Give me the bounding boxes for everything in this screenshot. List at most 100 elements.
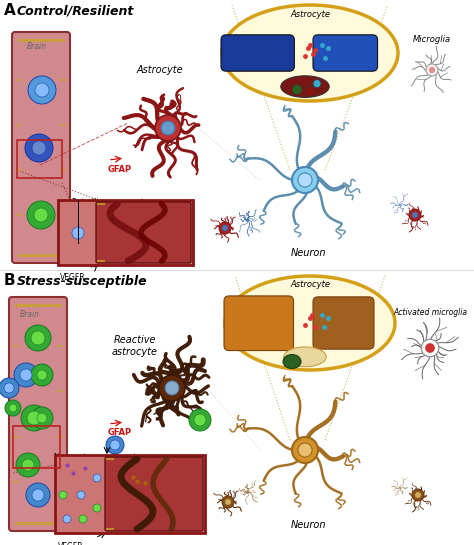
Circle shape — [292, 167, 318, 193]
Ellipse shape — [281, 76, 329, 98]
Circle shape — [31, 364, 53, 386]
Circle shape — [25, 134, 53, 162]
FancyBboxPatch shape — [58, 200, 193, 265]
Circle shape — [412, 489, 424, 501]
Circle shape — [72, 227, 84, 239]
Text: A: A — [4, 3, 16, 18]
Circle shape — [4, 383, 14, 393]
Circle shape — [9, 404, 17, 412]
Circle shape — [409, 209, 421, 221]
Circle shape — [73, 487, 89, 503]
FancyBboxPatch shape — [12, 32, 70, 263]
Circle shape — [298, 443, 312, 457]
Circle shape — [175, 513, 185, 523]
Circle shape — [32, 141, 46, 155]
Circle shape — [313, 80, 321, 88]
Circle shape — [292, 438, 318, 463]
Circle shape — [31, 331, 45, 345]
Ellipse shape — [225, 276, 395, 370]
Circle shape — [298, 443, 312, 457]
Circle shape — [222, 496, 234, 508]
Text: Microglia: Microglia — [413, 35, 451, 44]
Bar — [13, 426, 60, 468]
Circle shape — [59, 511, 75, 527]
Circle shape — [426, 64, 438, 76]
Circle shape — [159, 375, 185, 401]
Text: VEGFR: VEGFR — [60, 273, 86, 282]
Text: VEGF: VEGF — [107, 231, 129, 239]
Text: Brain: Brain — [27, 42, 47, 51]
Circle shape — [225, 499, 231, 505]
Circle shape — [34, 208, 48, 222]
Circle shape — [21, 405, 47, 431]
Circle shape — [222, 225, 228, 231]
Circle shape — [110, 440, 120, 450]
Circle shape — [55, 487, 71, 503]
Text: Presynaptic
neuron: Presynaptic neuron — [230, 49, 271, 62]
Text: Monocyte recrutment: Monocyte recrutment — [54, 453, 137, 462]
Text: Stress-susceptible: Stress-susceptible — [17, 275, 147, 288]
Circle shape — [16, 453, 40, 477]
Text: Postsynaptic
neuron: Postsynaptic neuron — [322, 318, 366, 331]
Circle shape — [59, 491, 67, 499]
Circle shape — [161, 121, 175, 135]
Circle shape — [298, 173, 312, 187]
Circle shape — [190, 480, 200, 490]
Text: VEGFR: VEGFR — [58, 542, 83, 545]
Ellipse shape — [222, 5, 398, 101]
Circle shape — [298, 173, 312, 187]
Text: Neuron: Neuron — [290, 520, 326, 530]
Circle shape — [75, 511, 91, 527]
Text: Astrocyte: Astrocyte — [137, 65, 183, 75]
Circle shape — [28, 76, 56, 104]
Circle shape — [292, 84, 302, 95]
Circle shape — [412, 212, 418, 218]
Circle shape — [89, 500, 105, 516]
FancyBboxPatch shape — [221, 35, 294, 71]
Circle shape — [305, 87, 315, 96]
Text: B: B — [4, 273, 16, 288]
Text: Patrolling monocyte: Patrolling monocyte — [72, 198, 149, 207]
FancyBboxPatch shape — [9, 297, 67, 531]
Circle shape — [165, 381, 179, 395]
Circle shape — [155, 115, 181, 141]
Circle shape — [63, 515, 71, 523]
Circle shape — [22, 459, 34, 471]
Circle shape — [0, 378, 19, 398]
Circle shape — [292, 437, 318, 463]
Circle shape — [219, 222, 231, 234]
Text: Activated microglia: Activated microglia — [393, 308, 467, 317]
Circle shape — [421, 339, 439, 357]
FancyBboxPatch shape — [96, 202, 191, 263]
Circle shape — [26, 483, 50, 507]
Circle shape — [20, 369, 32, 381]
Circle shape — [5, 400, 21, 416]
Circle shape — [194, 414, 206, 426]
Circle shape — [93, 474, 101, 482]
Text: Reactive
astrocyte: Reactive astrocyte — [112, 335, 158, 356]
Circle shape — [428, 66, 435, 73]
Text: Control/Resilient: Control/Resilient — [17, 5, 134, 18]
Text: Presynaptic
neuron: Presynaptic neuron — [233, 318, 273, 331]
FancyBboxPatch shape — [313, 35, 378, 71]
Circle shape — [27, 201, 55, 229]
FancyBboxPatch shape — [55, 455, 205, 533]
Text: ↑Cytokines: ↑Cytokines — [140, 477, 184, 486]
Text: Postsynaptic
neuron: Postsynaptic neuron — [322, 49, 366, 62]
Circle shape — [415, 492, 421, 498]
Ellipse shape — [283, 355, 301, 368]
Bar — [0, 0, 474, 270]
Circle shape — [14, 363, 38, 387]
Circle shape — [77, 491, 85, 499]
Circle shape — [189, 409, 211, 431]
Circle shape — [171, 509, 189, 527]
Text: Astrocyte: Astrocyte — [290, 10, 330, 19]
Circle shape — [425, 343, 435, 353]
Bar — [17, 140, 62, 178]
Text: GFAP: GFAP — [108, 428, 132, 437]
Circle shape — [186, 476, 204, 494]
Text: Brain: Brain — [20, 310, 40, 319]
Circle shape — [106, 436, 124, 454]
Circle shape — [89, 470, 105, 486]
FancyBboxPatch shape — [313, 297, 374, 349]
